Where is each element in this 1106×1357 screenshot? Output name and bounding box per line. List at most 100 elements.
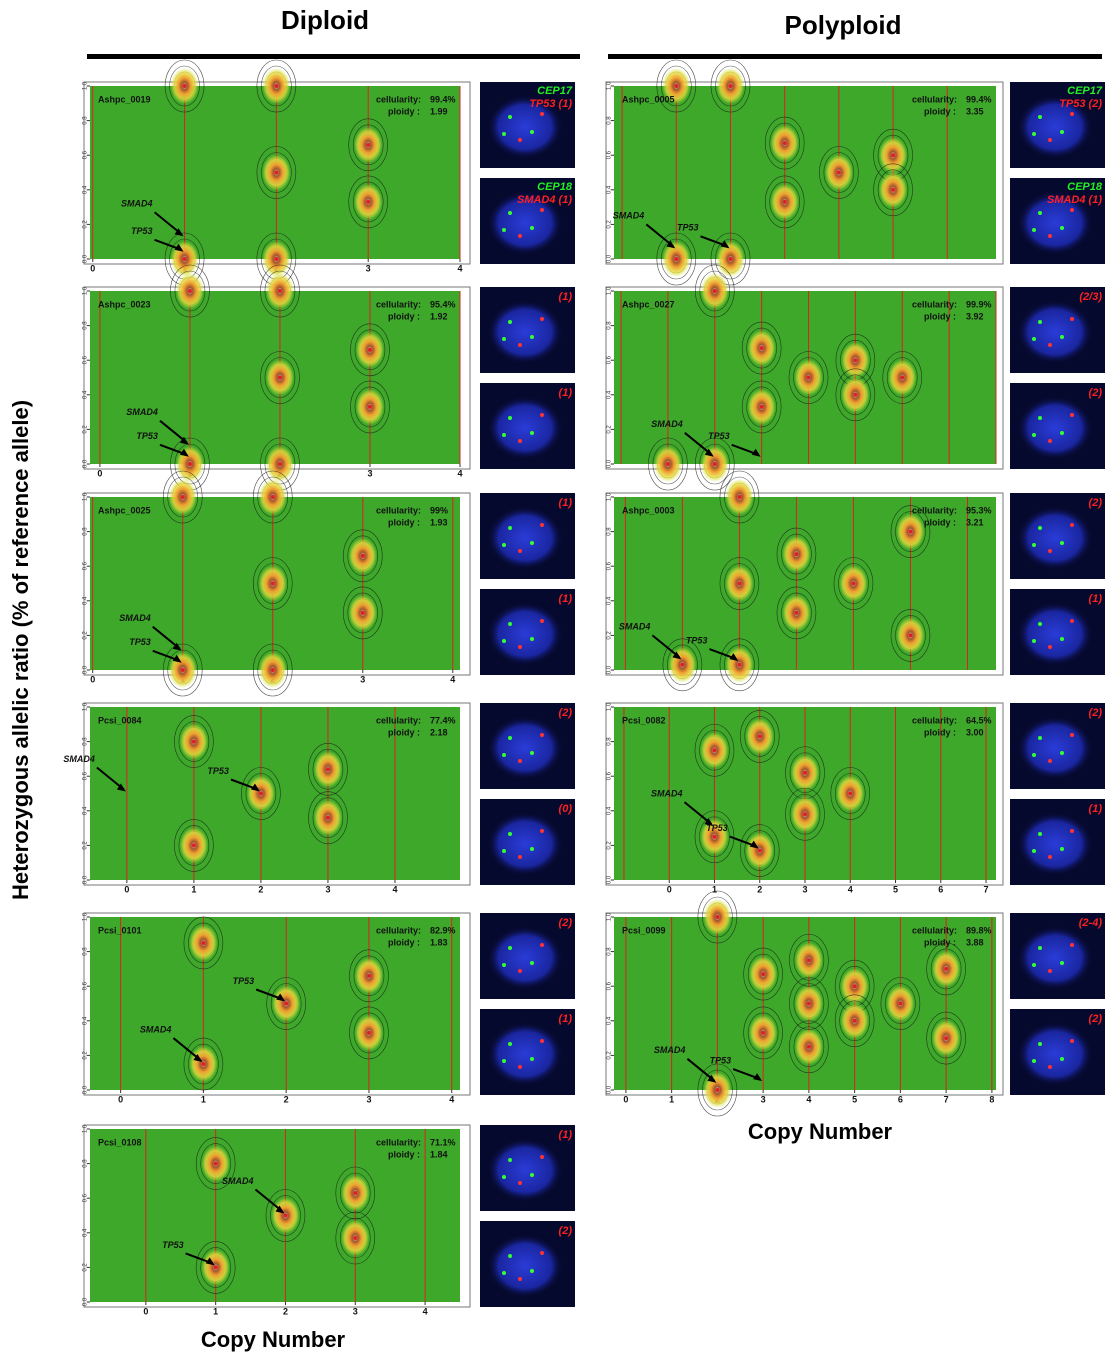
- y-tick-label: 0.8: [83, 527, 89, 536]
- peak-center: [891, 187, 896, 192]
- y-tick-label: 0.0: [83, 1085, 89, 1094]
- arrow-head: [720, 240, 730, 249]
- peak-center: [284, 1001, 289, 1006]
- plot-background: [90, 707, 460, 880]
- contour: [174, 270, 206, 312]
- gene-label: TP53: [162, 1240, 184, 1250]
- arrow-head: [704, 818, 714, 827]
- contour: [352, 124, 384, 166]
- fish-signal: [508, 115, 512, 119]
- ploidy: 1.92: [430, 311, 448, 321]
- peak-center: [213, 1265, 218, 1270]
- fish-signal: [1032, 433, 1036, 437]
- x-tick-label: 1: [191, 884, 196, 894]
- y-tick-label: 0.2: [83, 1051, 89, 1060]
- panel: 0.0 0.2 0.4 0.6 0.8 1.0 Ashpc_0027 cellularity:…: [605, 264, 1105, 491]
- contour: [776, 586, 817, 640]
- peak-center: [201, 1062, 206, 1067]
- fish-count: (2): [559, 707, 573, 719]
- fish-signal: [1032, 337, 1036, 341]
- arrow-head: [275, 1205, 285, 1214]
- fish-signal: [1038, 946, 1042, 950]
- fish-signal: [1038, 1042, 1042, 1046]
- contour: [266, 977, 306, 1030]
- contour: [697, 1063, 738, 1117]
- contour: [164, 59, 205, 113]
- fish-signal: [502, 337, 506, 341]
- contour: [715, 65, 746, 107]
- gene-label: TP53: [233, 976, 255, 986]
- fish-signal: [540, 112, 544, 116]
- cellularity-label: cellularity:: [376, 94, 421, 104]
- peak-center: [180, 495, 185, 499]
- cellularity: 99.9%: [966, 299, 992, 309]
- arrow-head: [179, 448, 189, 457]
- contour: [188, 922, 219, 964]
- contour: [261, 152, 292, 193]
- x-tick-label: 7: [984, 884, 989, 894]
- arrow-head: [174, 228, 184, 237]
- peak-center: [270, 581, 275, 586]
- x-tick-label: 4: [423, 1306, 428, 1316]
- arrow-head: [707, 1074, 717, 1083]
- nucleus: [487, 1138, 563, 1202]
- x-tick-label: 4: [392, 884, 397, 894]
- fish-count: (1): [559, 1129, 573, 1141]
- y-tick-label: 0.6: [607, 561, 613, 570]
- contour: [342, 586, 383, 640]
- contour: [335, 1211, 376, 1265]
- fish-signal: [1060, 130, 1064, 134]
- contour: [819, 146, 859, 199]
- peak-center: [360, 553, 365, 558]
- y-tick-label: 0.4: [607, 185, 613, 194]
- gene-label: TP53: [710, 1055, 732, 1065]
- cellularity-label: cellularity:: [912, 299, 957, 309]
- fish-count: (1): [1089, 593, 1103, 605]
- sample-id: Ashpc_0003: [622, 505, 675, 515]
- fish-signal: [1070, 208, 1074, 212]
- fish-signal: [502, 543, 506, 547]
- fish-count: (0): [559, 803, 573, 815]
- x-tick-label: 3: [761, 1094, 766, 1104]
- contour: [354, 386, 386, 428]
- fish-probe: CEP17: [1067, 85, 1103, 97]
- x-tick-label: 0: [143, 1306, 148, 1316]
- nucleus: [487, 926, 563, 990]
- fish-signal: [1038, 622, 1042, 626]
- contour: [743, 1006, 783, 1060]
- fish-signal: [502, 963, 506, 967]
- fish-signal: [1048, 969, 1052, 973]
- y-tick-label: 0.8: [607, 947, 613, 956]
- contour: [764, 116, 805, 170]
- nucleus: [1017, 716, 1093, 780]
- contour: [174, 715, 214, 768]
- contour: [744, 716, 776, 757]
- nucleus: [487, 191, 563, 255]
- fish-signal: [1038, 320, 1042, 324]
- panel: 0.00.20.40.60.81.0012345678Pcsi_0099cell…: [605, 890, 1105, 1117]
- peak-center: [761, 1030, 766, 1035]
- peak-center: [712, 834, 717, 839]
- peak-center: [806, 375, 811, 380]
- peak-center: [274, 170, 279, 175]
- fish-signal: [518, 759, 522, 763]
- contour: [788, 351, 829, 404]
- contour: [834, 994, 875, 1048]
- arrow-head: [205, 1257, 215, 1266]
- contour: [886, 357, 918, 398]
- contour: [694, 810, 735, 864]
- contour: [719, 470, 760, 524]
- arrow-head: [172, 654, 182, 663]
- nucleus: [1017, 812, 1093, 876]
- x-tick-label: 2: [258, 884, 263, 894]
- contour: [880, 977, 921, 1030]
- contour: [699, 816, 730, 858]
- y-tick-label: 0.4: [83, 185, 89, 194]
- y-tick-label: 1.0: [83, 81, 89, 90]
- fish-signal: [508, 832, 512, 836]
- contour: [648, 437, 688, 491]
- fish-signal: [1038, 115, 1042, 119]
- peak-center: [891, 153, 896, 158]
- arrow-head: [749, 840, 759, 849]
